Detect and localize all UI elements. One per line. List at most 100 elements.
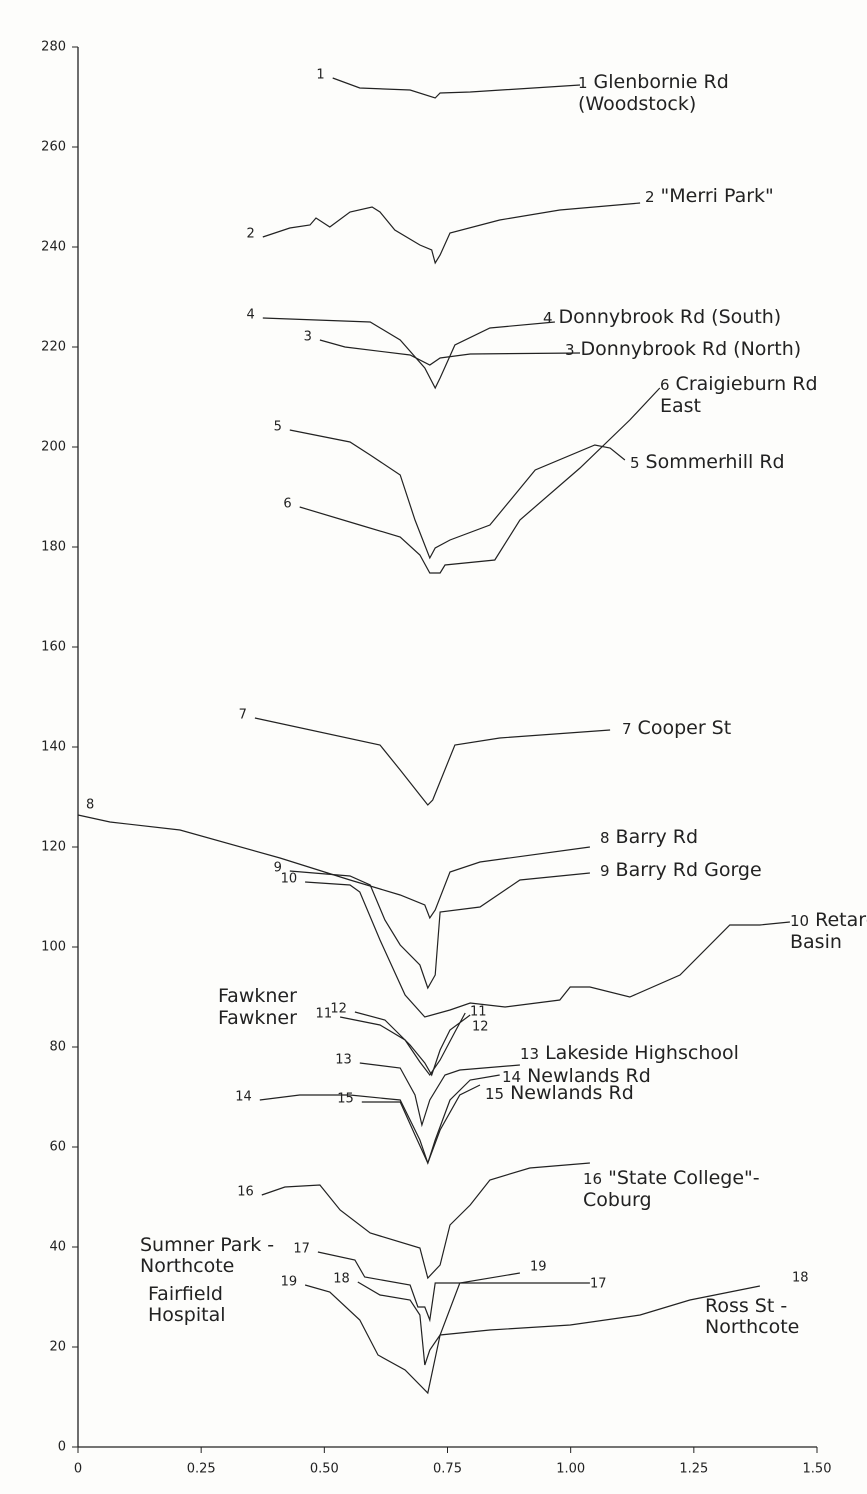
start-label: 3 — [304, 330, 312, 345]
y-tick-label: 0 — [58, 1440, 66, 1455]
start-label: 14 — [235, 1090, 252, 1105]
series-label: 13 Lakeside Highschool — [520, 1043, 820, 1065]
series-name: Sommerhill Rd — [645, 451, 785, 473]
start-label: 15 — [337, 1092, 354, 1107]
series-name: Barry Rd Gorge — [615, 859, 762, 881]
profile-line — [319, 339, 581, 366]
end-label: 7 — [622, 720, 632, 738]
start-label: 13 — [335, 1053, 352, 1068]
x-tick-label: 0 — [74, 1462, 82, 1477]
end-label: 18 — [792, 1271, 809, 1286]
profile-line — [359, 1062, 520, 1128]
series-label: Fawkner — [218, 986, 328, 1007]
profile-line — [299, 387, 661, 574]
series-label: Ross St - Northcote — [705, 1296, 825, 1338]
series-name: Newlands Rd — [510, 1082, 634, 1104]
profile-line — [357, 1281, 761, 1366]
series-label: 15 Newlands Rd — [485, 1083, 785, 1105]
end-label: 15 — [485, 1085, 505, 1103]
start-label: 9 — [274, 861, 282, 876]
end-label: 3 — [565, 341, 575, 359]
series-label: Fawkner — [218, 1008, 328, 1029]
series-label: 4 Donnybrook Rd (South) — [543, 307, 843, 329]
series-name: "Merri Park" — [660, 185, 774, 207]
x-tick-label: 0.25 — [187, 1462, 216, 1477]
y-tick-label: 160 — [41, 640, 66, 655]
profile-line — [339, 1012, 466, 1077]
end-label: 6 — [660, 376, 670, 394]
start-label: 11 — [316, 1007, 333, 1022]
profile-line — [354, 1011, 471, 1077]
end-label: 14 — [502, 1068, 522, 1086]
series-label: Fairfield Hospital — [148, 1284, 258, 1326]
series-name: "State College"-Coburg — [583, 1167, 760, 1211]
end-label: 17 — [590, 1277, 607, 1292]
profile-line — [77, 814, 590, 920]
series-label: 6 Craigieburn Rd East — [660, 374, 840, 417]
y-tick-label: 200 — [41, 440, 66, 455]
x-tick-label: 1.50 — [803, 1462, 832, 1477]
series-name: Donnybrook Rd (North) — [580, 338, 802, 360]
end-label: 1 — [578, 74, 588, 92]
series-name: Ross St - Northcote — [705, 1295, 800, 1338]
end-label: 4 — [543, 309, 553, 327]
series-name: Craigieburn Rd East — [660, 373, 818, 417]
x-tick-label: 1.25 — [679, 1462, 708, 1477]
end-label: 5 — [630, 454, 640, 472]
start-label: 7 — [239, 708, 247, 723]
series-name: Fairfield Hospital — [148, 1283, 226, 1326]
series-label: 3 Donnybrook Rd (North) — [565, 339, 865, 361]
start-label: 19 — [281, 1275, 298, 1290]
end-label: 13 — [520, 1045, 540, 1063]
series-name: Newlands Rd — [527, 1065, 651, 1087]
series-label: 16 "State College"-Coburg — [583, 1168, 793, 1211]
y-tick-label: 220 — [41, 340, 66, 355]
y-tick-label: 280 — [41, 40, 66, 55]
y-tick-label: 260 — [41, 140, 66, 155]
start-label: 18 — [333, 1272, 350, 1287]
series-label: 10Retarding Basin — [790, 909, 867, 953]
start-label: 6 — [283, 497, 291, 512]
x-tick-label: 0.75 — [433, 1462, 462, 1477]
start-label: 12 — [330, 1002, 347, 1017]
series-name: Glenbornie Rd (Woodstock) — [578, 71, 729, 115]
profile-line — [332, 77, 581, 99]
y-tick-label: 240 — [41, 240, 66, 255]
x-tick-label: 1.00 — [556, 1462, 585, 1477]
profile-line — [304, 1272, 520, 1395]
profile-line — [305, 881, 790, 1018]
y-tick-label: 60 — [49, 1140, 66, 1155]
y-tick-label: 80 — [49, 1040, 66, 1055]
series-label: 1 Glenbornie Rd (Woodstock) — [578, 72, 768, 115]
start-label: 5 — [274, 420, 282, 435]
series-label: 9 Barry Rd Gorge — [600, 860, 840, 882]
series-label: 7 Cooper St — [622, 718, 842, 740]
series-name: Sumner Park -Northcote — [140, 1234, 275, 1277]
series-name: Retarding Basin — [790, 909, 867, 953]
y-tick-label: 120 — [41, 840, 66, 855]
end-label: 2 — [645, 188, 655, 206]
series-name: Fawkner — [218, 985, 297, 1007]
y-tick-label: 100 — [41, 940, 66, 955]
series-name: Lakeside Highschool — [545, 1042, 739, 1064]
profile-line — [254, 717, 611, 806]
start-label: 10 — [281, 872, 298, 887]
series-name: Cooper St — [637, 717, 732, 739]
start-label: 2 — [246, 227, 254, 242]
start-label: 17 — [293, 1242, 310, 1257]
end-label: 10 — [790, 912, 810, 930]
profile-line — [259, 1074, 500, 1165]
profile-line — [289, 870, 590, 990]
start-label: 4 — [246, 308, 254, 323]
profile-line — [361, 1084, 481, 1165]
start-label: 16 — [237, 1185, 254, 1200]
end-label: 19 — [530, 1260, 547, 1275]
y-tick-label: 180 — [41, 540, 66, 555]
profile-line — [317, 1251, 590, 1323]
series-label: 2 "Merri Park" — [645, 186, 865, 208]
series-name: Fawkner — [218, 1007, 297, 1029]
profile-line — [262, 317, 555, 390]
y-tick-label: 40 — [49, 1240, 66, 1255]
